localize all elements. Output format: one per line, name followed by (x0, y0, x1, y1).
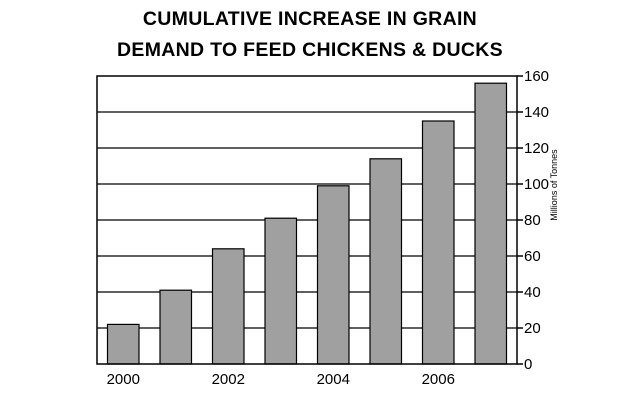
x-tick-label-2000: 2000 (107, 371, 140, 388)
chart-title-line-2: DEMAND TO FEED CHICKENS & DUCKS (117, 39, 503, 61)
y-tick-label-160: 160 (524, 68, 549, 85)
x-tick-label-2006: 2006 (422, 371, 455, 388)
y-tick-label-40: 40 (524, 284, 541, 301)
y-tick-label-0: 0 (524, 356, 532, 373)
x-tick-label-2004: 2004 (317, 371, 350, 388)
y-axis-label: Millions of Tonnes (549, 149, 559, 221)
bar-2001 (159, 289, 193, 365)
bar-2003 (264, 217, 298, 365)
chart-title: CUMULATIVE INCREASE IN GRAIN DEMAND TO F… (0, 4, 620, 66)
bar-2005 (369, 158, 403, 365)
bar-2000 (106, 323, 140, 365)
x-tick-label-2002: 2002 (212, 371, 245, 388)
y-tick-label-100: 100 (524, 176, 549, 193)
y-tick-label-80: 80 (524, 212, 541, 229)
y-tick-label-60: 60 (524, 248, 541, 265)
bar-2004 (316, 185, 350, 365)
bar-2007 (474, 82, 508, 365)
bar-2006 (421, 120, 455, 365)
y-tick-label-140: 140 (524, 104, 549, 121)
y-tick-label-120: 120 (524, 140, 549, 157)
chart-title-line-1: CUMULATIVE INCREASE IN GRAIN (142, 8, 478, 30)
bar-2002 (211, 248, 245, 365)
y-tick-label-20: 20 (524, 320, 541, 337)
